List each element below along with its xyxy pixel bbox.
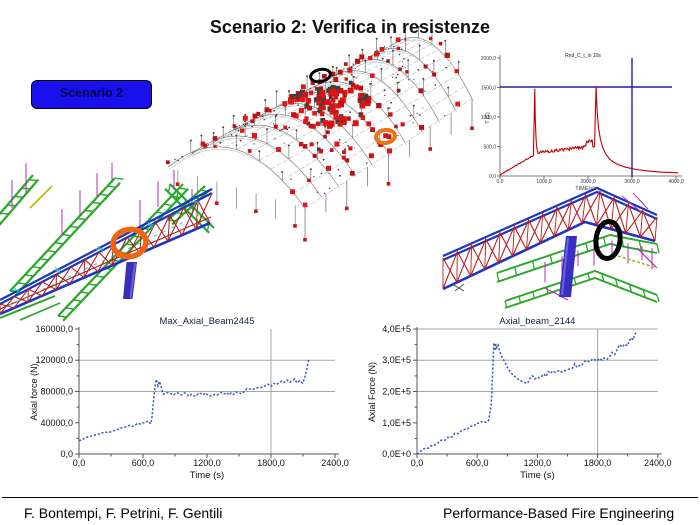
svg-text:80000,0: 80000,0 [40, 387, 73, 397]
svg-text:Time (s): Time (s) [190, 470, 224, 481]
svg-text:600,0: 600,0 [132, 458, 155, 468]
svg-text:3,0E+5: 3,0E+5 [382, 355, 411, 365]
svg-text:2,0E+5: 2,0E+5 [382, 387, 411, 397]
svg-text:2400,0: 2400,0 [321, 458, 349, 468]
svg-text:1800,0: 1800,0 [257, 458, 285, 468]
svg-text:0,0: 0,0 [73, 458, 86, 468]
svg-text:1000,0: 1000,0 [536, 179, 552, 185]
svg-text:2000,0: 2000,0 [481, 56, 497, 62]
svg-text:3000,0: 3000,0 [624, 179, 640, 185]
svg-text:1,0E+5: 1,0E+5 [382, 418, 411, 428]
svg-text:500,0: 500,0 [483, 145, 496, 151]
svg-text:0,0: 0,0 [489, 174, 496, 180]
svg-text:0,0: 0,0 [411, 458, 424, 468]
svg-text:4000,0: 4000,0 [668, 179, 684, 185]
svg-text:T (C): T (C) [485, 112, 491, 124]
svg-text:2000,0: 2000,0 [580, 179, 596, 185]
svg-text:1800,0: 1800,0 [584, 458, 612, 468]
svg-text:1200,0: 1200,0 [193, 458, 221, 468]
svg-text:0,0: 0,0 [497, 179, 504, 185]
svg-text:1500,0: 1500,0 [481, 86, 497, 92]
svg-text:1000,0: 1000,0 [481, 115, 497, 121]
svg-text:4,0E+5: 4,0E+5 [382, 324, 411, 334]
svg-text:0,0: 0,0 [60, 449, 73, 459]
svg-text:600,0: 600,0 [466, 458, 489, 468]
svg-text:160000,0: 160000,0 [35, 324, 73, 334]
svg-text:Axial_beam_2144: Axial_beam_2144 [499, 316, 575, 327]
svg-text:Max_Axial_Beam2445: Max_Axial_Beam2445 [159, 316, 254, 327]
svg-text:40000,0: 40000,0 [40, 418, 73, 428]
svg-text:Axial Force (N): Axial Force (N) [367, 362, 377, 422]
svg-text:Axial force (N): Axial force (N) [29, 363, 39, 420]
svg-text:120000,0: 120000,0 [35, 355, 73, 365]
svg-text:0,0E+0: 0,0E+0 [382, 449, 411, 459]
svg-text:Rnd_C_t_in 10s: Rnd_C_t_in 10s [565, 53, 601, 59]
svg-text:Time (s): Time (s) [520, 470, 554, 481]
svg-text:TIME(s): TIME(s) [575, 186, 595, 192]
svg-text:1200,0: 1200,0 [524, 458, 552, 468]
svg-text:2400,0: 2400,0 [644, 458, 672, 468]
